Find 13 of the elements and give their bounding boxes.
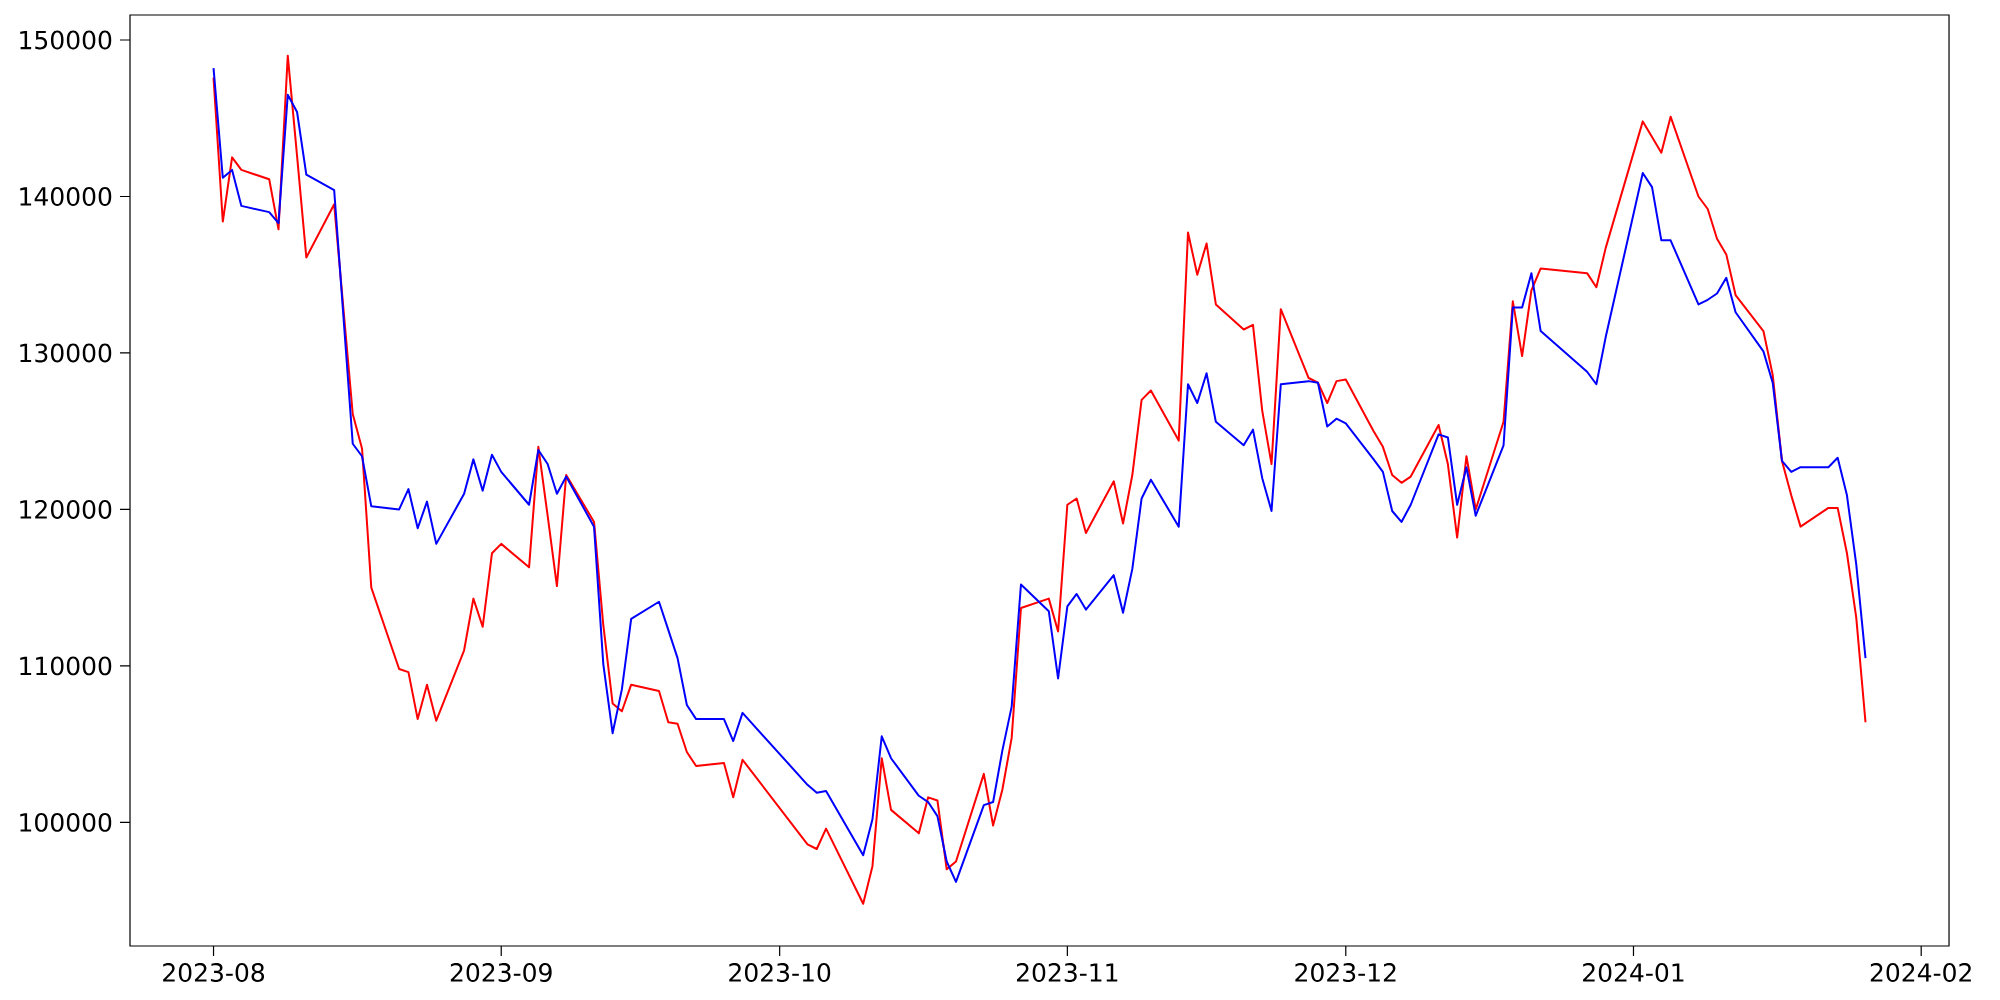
x-tick-label: 2024-01 <box>1583 963 1684 982</box>
x-tick-label: 2024-02 <box>1870 963 1971 982</box>
y-tick-label: 130000 <box>20 343 112 363</box>
x-tick-label: 2023-10 <box>729 963 831 982</box>
y-tick-label: 140000 <box>20 187 112 206</box>
x-tick-label: 2023-09 <box>450 963 552 982</box>
x-tick-label: 2023-11 <box>1016 963 1118 982</box>
x-tick-label: 2023-12 <box>1295 963 1396 982</box>
y-tick-label: 120000 <box>20 499 112 519</box>
y-tick-label: 150000 <box>20 30 112 50</box>
y-tick-label: 110000 <box>20 656 112 676</box>
x-tick-label: 2023-08 <box>163 963 265 982</box>
y-tick-label: 100000 <box>20 812 112 832</box>
